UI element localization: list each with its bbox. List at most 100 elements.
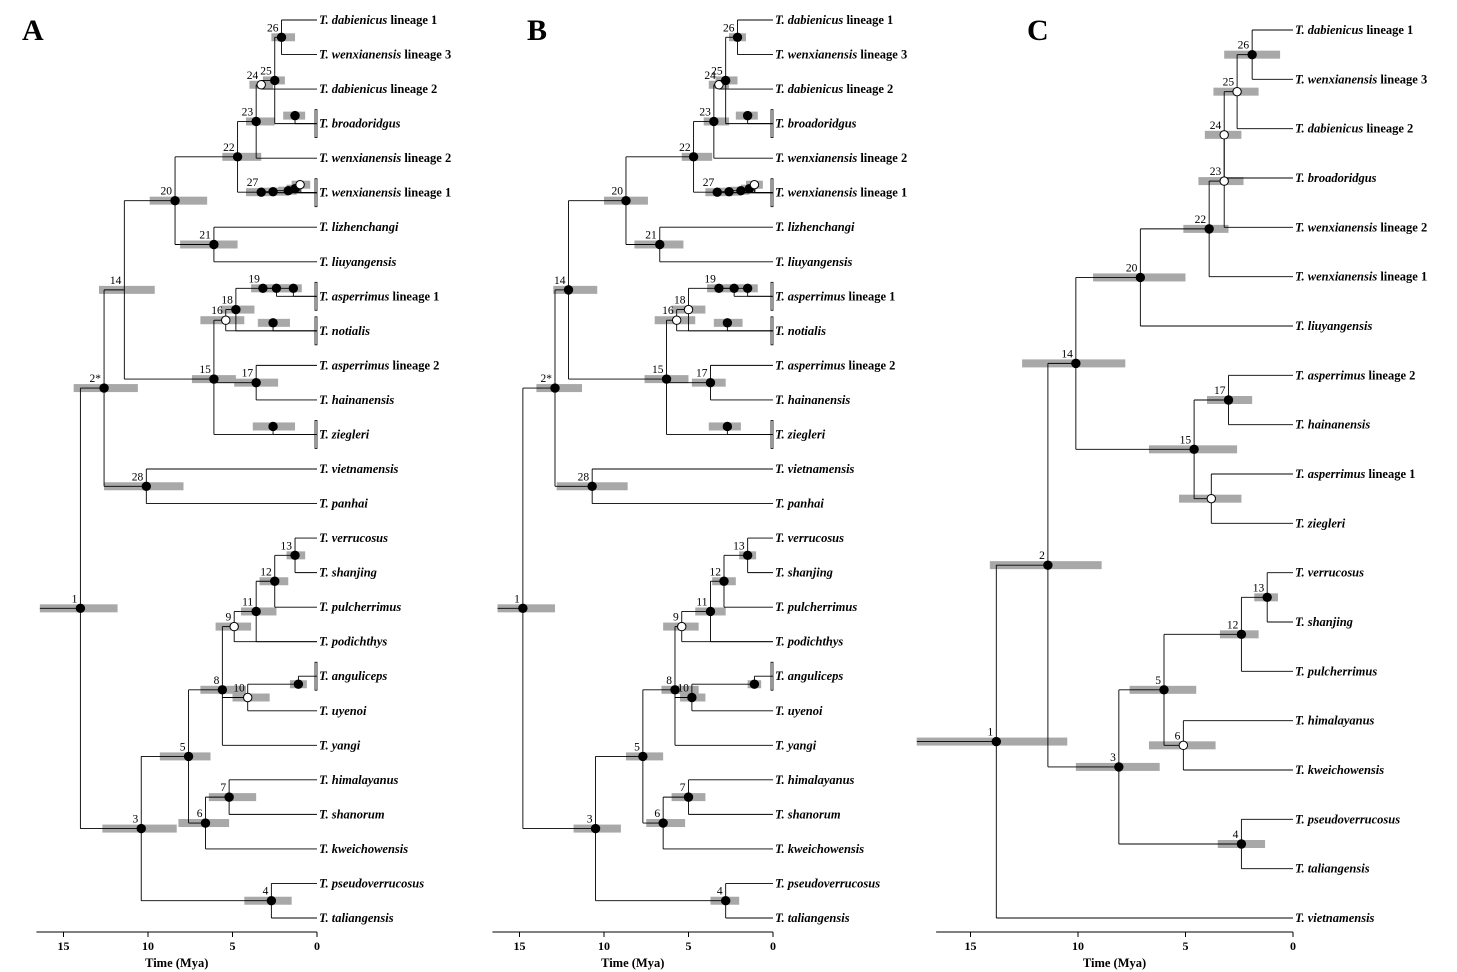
tip-label: T. ziegleri bbox=[319, 427, 370, 441]
node-filled-circle bbox=[621, 195, 631, 206]
node-filled-circle bbox=[550, 383, 560, 393]
node-open-circle bbox=[677, 621, 687, 632]
node-number: 2 bbox=[1039, 550, 1045, 562]
tip-taxon-name: T. liuyangensis bbox=[775, 255, 852, 269]
node-filled-circle bbox=[742, 110, 753, 121]
tip-label: T. hainanensis bbox=[775, 393, 850, 407]
node-filled-circle bbox=[1223, 395, 1234, 405]
tip-taxon-name: T. shanjing bbox=[775, 566, 833, 580]
node-filled-circle bbox=[251, 606, 261, 617]
tip-taxon-name: T. vietnamensis bbox=[775, 462, 855, 476]
tip-label: T. dabienicus lineage 2 bbox=[1295, 122, 1413, 136]
node-open-circle bbox=[749, 179, 760, 190]
tip-taxon-name: T. dabienicus bbox=[1295, 23, 1363, 37]
tip-label: T. broadoridgus bbox=[1295, 171, 1377, 185]
axis-title: Time (Mya) bbox=[601, 956, 664, 970]
tip-taxon-name: T. kweichowensis bbox=[775, 842, 864, 856]
node-number: 8 bbox=[666, 675, 672, 687]
tip-label: T. shanorum bbox=[775, 807, 841, 821]
tip-label: T. wenxianensis lineage 2 bbox=[319, 151, 451, 165]
node-number: 22 bbox=[223, 142, 235, 154]
node-filled-circle bbox=[722, 318, 733, 328]
tip-label: T. wenxianensis lineage 3 bbox=[1295, 72, 1427, 86]
tip-taxon-name: T. dabienicus bbox=[1295, 122, 1363, 136]
tip-label: T. broadoridgus bbox=[319, 117, 401, 131]
tip-taxon-name: T. anguliceps bbox=[775, 669, 843, 683]
tip-label: T. podichthys bbox=[775, 635, 843, 649]
tip-label: T. wenxianensis lineage 3 bbox=[775, 48, 907, 62]
tip-label: T. shanjing bbox=[1295, 615, 1353, 629]
node-filled-circle bbox=[200, 818, 211, 828]
node-number: 22 bbox=[679, 142, 691, 154]
node-filled-circle bbox=[563, 285, 574, 295]
node-number: 14 bbox=[554, 275, 566, 287]
node-filled-circle bbox=[258, 283, 268, 294]
axis-tick-label: 10 bbox=[598, 939, 610, 953]
node-filled-circle bbox=[209, 374, 219, 384]
node-filled-circle bbox=[251, 116, 261, 127]
node-number: 25 bbox=[711, 65, 723, 77]
tip-taxon-name: T. kweichowensis bbox=[1295, 763, 1384, 777]
tip-taxon-name: T. lizhenchangi bbox=[775, 220, 855, 234]
tip-taxon-name: T. shanjing bbox=[1295, 615, 1353, 629]
tip-label: T. asperrimus lineage 1 bbox=[775, 289, 895, 303]
branches bbox=[916, 29, 1293, 919]
node-number: 15 bbox=[1180, 434, 1192, 446]
node-number: 1 bbox=[72, 593, 78, 605]
node-filled-circle bbox=[705, 377, 716, 388]
panel-letter-b: B bbox=[527, 14, 547, 47]
node-filled-circle bbox=[714, 283, 724, 294]
node-number: 11 bbox=[696, 596, 707, 608]
node-filled-circle bbox=[638, 751, 648, 762]
tip-label: T. yangi bbox=[319, 738, 361, 752]
tip-label: T. shanjing bbox=[775, 566, 833, 580]
tip-taxon-name: T. panhai bbox=[775, 497, 824, 511]
tip-taxon-name: T. panhai bbox=[319, 497, 368, 511]
tip-lineage-suffix: lineage 1 bbox=[845, 289, 895, 303]
tip-label: T. himalayanus bbox=[1295, 714, 1375, 728]
node-number: 10 bbox=[233, 683, 245, 695]
tip-taxon-name: T. dabienicus bbox=[319, 13, 387, 27]
node-number: 23 bbox=[242, 106, 254, 118]
tip-lineage-suffix: lineage 1 bbox=[1365, 467, 1415, 481]
node-open-circle bbox=[229, 621, 239, 632]
tip-label: T. panhai bbox=[319, 497, 368, 511]
tip-labels: T. dabienicus lineage 1T. wenxianensis l… bbox=[319, 13, 451, 925]
node-filled-circle bbox=[1135, 272, 1146, 283]
tip-lineage-suffix: lineage 2 bbox=[389, 358, 439, 372]
tip-taxon-name: T. hainanensis bbox=[319, 393, 394, 407]
node-number: 27 bbox=[247, 177, 259, 189]
node-filled-circle bbox=[661, 374, 672, 384]
axis-tick-label: 15 bbox=[965, 939, 977, 953]
node-number: 25 bbox=[260, 65, 272, 77]
tip-label: T. liuyangensis bbox=[1295, 319, 1372, 333]
tip-label: T. pulcherrimus bbox=[319, 600, 401, 614]
node-filled-circle bbox=[749, 679, 760, 689]
node-number: 20 bbox=[1126, 262, 1138, 274]
tip-label: T. wenxianensis lineage 1 bbox=[1295, 270, 1427, 284]
tip-taxon-name: T. himalayanus bbox=[775, 773, 855, 787]
tip-label: T. panhai bbox=[775, 497, 824, 511]
node-filled-circle bbox=[256, 187, 266, 197]
tip-taxon-name: T. podichthys bbox=[319, 635, 387, 649]
node-number: 3 bbox=[1110, 752, 1116, 764]
node-number: 18 bbox=[221, 295, 233, 307]
tip-taxon-name: T. pseudoverrucosus bbox=[775, 876, 880, 890]
node-filled-circle bbox=[683, 792, 694, 802]
tip-label: T. taliangensis bbox=[1295, 862, 1370, 876]
tip-lineage-suffix: lineage 2 bbox=[1365, 368, 1415, 382]
node-number: 22 bbox=[1195, 214, 1207, 226]
node-number: 23 bbox=[1210, 166, 1222, 178]
node-filled-circle bbox=[1071, 358, 1081, 369]
tip-label: T. wenxianensis lineage 2 bbox=[1295, 220, 1427, 234]
node-open-circle bbox=[221, 315, 231, 325]
tip-taxon-name: T. wenxianensis bbox=[775, 186, 857, 200]
tip-taxon-name: T. shanjing bbox=[319, 566, 377, 580]
node-number: 18 bbox=[674, 295, 686, 307]
tip-label: T. wenxianensis lineage 1 bbox=[775, 186, 907, 200]
tip-label: T. yangi bbox=[775, 738, 817, 752]
node-filled-circle bbox=[288, 283, 299, 294]
tip-label: T. shanjing bbox=[319, 566, 377, 580]
